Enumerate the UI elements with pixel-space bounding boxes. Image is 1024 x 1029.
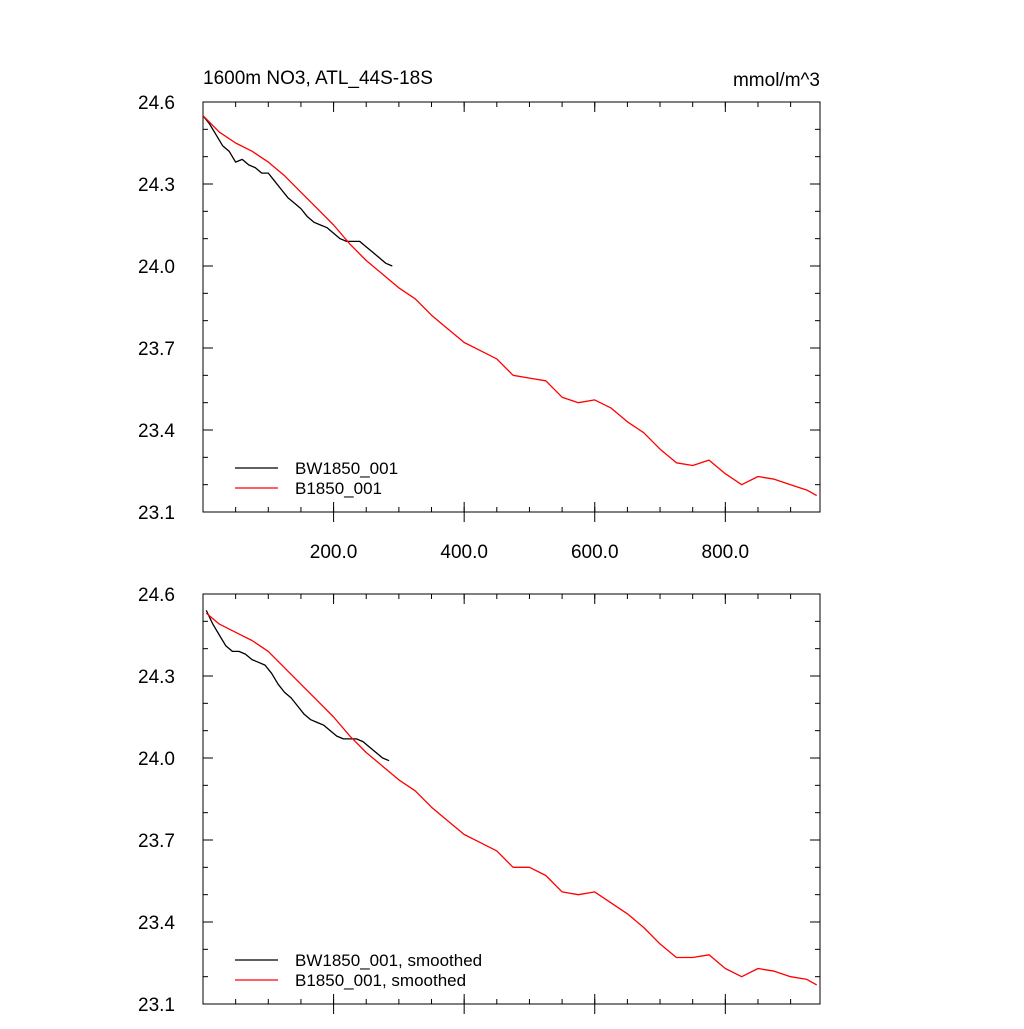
- series-line: [202, 115, 393, 267]
- panel-top: 200.0 400.0 600.0 800.0 23.1 23.4 23.7 24.0 24.3…: [138, 93, 821, 563]
- y-tick-label: 24.3: [138, 667, 175, 688]
- y-tick-label: 24.3: [138, 175, 175, 196]
- legend-label: BW1850_001, smoothed: [295, 951, 482, 970]
- series-line: [205, 610, 390, 762]
- legend-label: B1850_001, smoothed: [295, 971, 466, 990]
- y-tick-label: 23.7: [138, 831, 175, 852]
- y-tick-label: 24.6: [138, 93, 175, 114]
- series-line: [205, 612, 818, 986]
- plot-frame: [202, 593, 821, 1005]
- y-tick-label: 23.4: [138, 913, 175, 934]
- panel-bottom: 23.1 23.4 23.7 24.0 24.3 24.6 BW1850_001, smoo…: [138, 585, 821, 1016]
- figure-title: 1600m NO3, ATL_44S-18S: [203, 68, 433, 89]
- y-tick-label: 24.6: [138, 585, 175, 606]
- y-tick-label: 23.7: [138, 339, 175, 360]
- x-tick-label: 200.0: [310, 542, 358, 563]
- y-tick-label: 23.1: [138, 503, 175, 524]
- series-line: [202, 115, 818, 497]
- legend-label: B1850_001: [295, 479, 382, 498]
- x-tick-label: 400.0: [440, 542, 488, 563]
- x-tick-label: 800.0: [702, 542, 750, 563]
- plot-frame: [202, 101, 821, 513]
- y-tick-label: 23.4: [138, 421, 175, 442]
- legend-label: BW1850_001: [295, 459, 398, 478]
- x-tick-label: 600.0: [571, 542, 619, 563]
- units-label: mmol/m^3: [733, 70, 820, 91]
- y-tick-label: 24.0: [138, 257, 175, 278]
- y-tick-label: 24.0: [138, 749, 175, 770]
- y-tick-label: 23.1: [138, 995, 175, 1016]
